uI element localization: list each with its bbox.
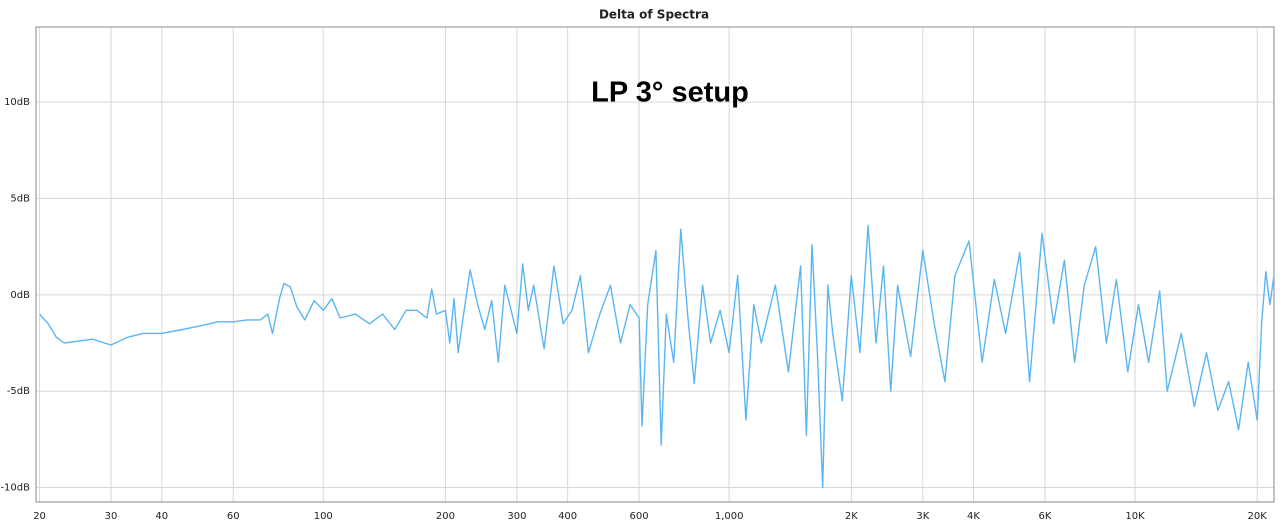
y-tick-label: -5dB xyxy=(7,386,30,397)
x-tick-label: 400 xyxy=(558,511,577,522)
x-tick-label: 20 xyxy=(33,511,46,522)
x-tick-label: 10K xyxy=(1125,511,1145,522)
x-tick-label: 100 xyxy=(314,511,333,522)
y-tick-label: 5dB xyxy=(10,194,30,205)
x-tick-label: 3K xyxy=(916,511,929,522)
data-line xyxy=(39,224,1275,489)
y-tick-label: 0dB xyxy=(10,290,30,301)
y-tick-label: 10dB xyxy=(4,97,30,108)
chart-title: Delta of Spectra xyxy=(599,8,709,22)
annotation: LP 3° setup xyxy=(591,77,749,109)
x-tick-label: 300 xyxy=(507,511,526,522)
x-tick-label: 600 xyxy=(630,511,649,522)
plot-frame xyxy=(35,26,1275,503)
x-tick-label: 20K xyxy=(1248,511,1268,522)
y-tick-label: -10dB xyxy=(0,483,30,494)
x-tick-label: 200 xyxy=(436,511,455,522)
x-tick-label: 1,000 xyxy=(715,511,744,522)
x-tick-label: 4K xyxy=(967,511,980,522)
x-tick-label: 60 xyxy=(227,511,240,522)
x-tick-label: 6K xyxy=(1039,511,1052,522)
x-tick-label: 2K xyxy=(845,511,858,522)
x-tick-label: 40 xyxy=(155,511,168,522)
x-tick-label: 30 xyxy=(105,511,118,522)
